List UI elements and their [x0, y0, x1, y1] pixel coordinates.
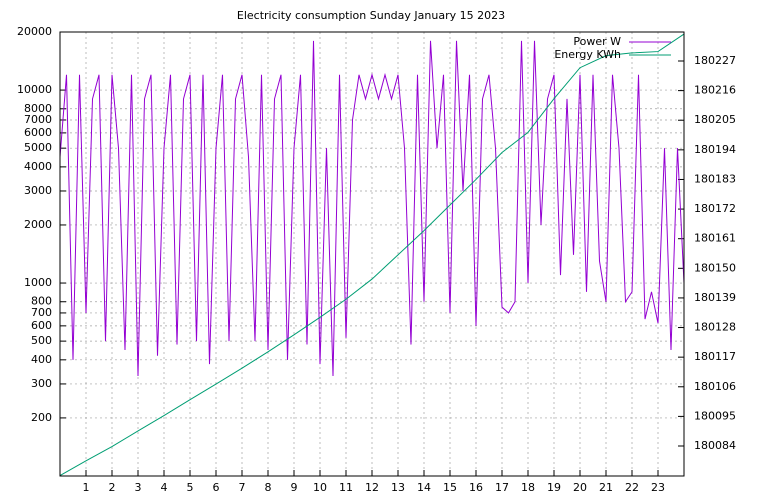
y-tick-label: 800: [31, 295, 52, 308]
y-tick-label: 8000: [24, 102, 52, 115]
x-tick-label: 20: [573, 481, 587, 494]
y2-tick-label: 180172: [694, 202, 736, 215]
y-tick-label: 6000: [24, 126, 52, 139]
x-tick-label: 2: [109, 481, 116, 494]
y-tick-label: 7000: [24, 113, 52, 126]
chart-title: Electricity consumption Sunday January 1…: [237, 9, 505, 22]
x-tick-label: 22: [625, 481, 639, 494]
x-tick-label: 10: [313, 481, 327, 494]
x-tick-label: 1: [83, 481, 90, 494]
y-tick-label: 300: [31, 377, 52, 390]
x-tick-label: 8: [265, 481, 272, 494]
x-tick-label: 19: [547, 481, 561, 494]
y2-tick-label: 180117: [694, 350, 736, 363]
y2-tick-label: 180084: [694, 439, 736, 452]
y2-tick-label: 180150: [694, 261, 736, 274]
x-tick-label: 17: [495, 481, 509, 494]
y2-tick-label: 180227: [694, 54, 736, 67]
x-tick-label: 11: [339, 481, 353, 494]
y-tick-label: 400: [31, 353, 52, 366]
x-tick-label: 14: [417, 481, 431, 494]
y-tick-label: 20000: [17, 25, 52, 38]
y-tick-label: 4000: [24, 160, 52, 173]
legend-label: Energy KWh: [554, 48, 621, 61]
legend-label: Power W: [573, 35, 621, 48]
x-tick-label: 6: [213, 481, 220, 494]
y-tick-label: 10000: [17, 83, 52, 96]
x-tick-label: 23: [651, 481, 665, 494]
y2-tick-label: 180194: [694, 143, 736, 156]
y-tick-label: 3000: [24, 184, 52, 197]
y-tick-label: 1000: [24, 276, 52, 289]
y-tick-label: 200: [31, 411, 52, 424]
x-tick-label: 5: [187, 481, 194, 494]
x-tick-label: 9: [291, 481, 298, 494]
y-tick-label: 700: [31, 306, 52, 319]
y2-tick-label: 180161: [694, 232, 736, 245]
y2-tick-label: 180216: [694, 84, 736, 97]
x-tick-label: 21: [599, 481, 613, 494]
x-tick-label: 4: [161, 481, 168, 494]
series-line: [59, 40, 685, 376]
x-tick-label: 16: [469, 481, 483, 494]
y2-tick-label: 180095: [694, 409, 736, 422]
y-tick-label: 5000: [24, 141, 52, 154]
y2-tick-label: 180128: [694, 321, 736, 334]
x-tick-label: 13: [391, 481, 405, 494]
y2-tick-label: 180139: [694, 291, 736, 304]
y2-tick-label: 180205: [694, 113, 736, 126]
series-line: [59, 33, 685, 477]
y-tick-label: 500: [31, 334, 52, 347]
x-tick-label: 7: [239, 481, 246, 494]
y2-tick-label: 180106: [694, 380, 736, 393]
y-tick-label: 600: [31, 319, 52, 332]
x-tick-label: 15: [443, 481, 457, 494]
x-tick-label: 12: [365, 481, 379, 494]
plot-border: [59, 31, 685, 477]
x-tick-label: 3: [135, 481, 142, 494]
y-tick-label: 2000: [24, 218, 52, 231]
x-tick-label: 18: [521, 481, 535, 494]
y2-tick-label: 180183: [694, 172, 736, 185]
